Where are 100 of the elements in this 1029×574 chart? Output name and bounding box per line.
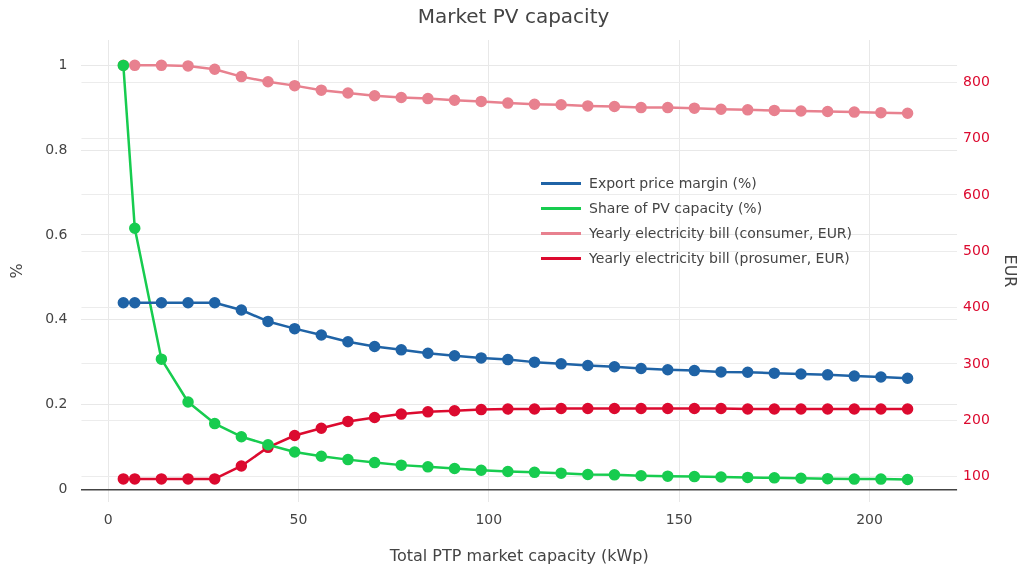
point xyxy=(155,59,168,72)
point xyxy=(662,470,674,482)
x-tick-label: 100 xyxy=(475,511,503,528)
point xyxy=(582,100,594,112)
point xyxy=(315,84,328,96)
point xyxy=(129,59,141,72)
point xyxy=(208,63,221,76)
y2-tick-label: 200 xyxy=(963,410,990,427)
point xyxy=(235,460,248,472)
point xyxy=(901,372,914,384)
point xyxy=(395,91,407,104)
point xyxy=(875,106,887,119)
y2-tick-label: 500 xyxy=(963,241,990,258)
y-tick-label: 0 xyxy=(58,479,68,496)
point xyxy=(688,402,701,415)
point xyxy=(608,100,621,113)
point xyxy=(528,466,541,479)
point xyxy=(768,104,781,117)
point xyxy=(768,367,781,379)
point xyxy=(901,107,914,119)
y-tick-label: 0.8 xyxy=(45,140,68,157)
point xyxy=(502,353,514,366)
point xyxy=(582,359,594,372)
point xyxy=(475,352,487,364)
x-tick-label: 200 xyxy=(856,511,883,528)
point xyxy=(395,408,407,420)
x-tick-label: 150 xyxy=(665,511,693,528)
point xyxy=(741,104,754,116)
point xyxy=(448,462,461,475)
y-tick-label: 0.6 xyxy=(45,225,68,242)
point xyxy=(315,450,328,462)
point xyxy=(795,368,807,380)
point xyxy=(368,340,381,353)
point xyxy=(875,403,887,415)
point xyxy=(208,417,221,430)
point xyxy=(901,473,914,486)
point xyxy=(635,101,647,114)
point xyxy=(448,404,461,417)
point xyxy=(715,366,727,378)
chart-title: Market PV capacity xyxy=(417,4,610,29)
point xyxy=(795,403,807,415)
point xyxy=(741,403,754,415)
point xyxy=(555,358,567,370)
legend-label: Yearly electricity bill (consumer, EUR) xyxy=(589,224,853,243)
point xyxy=(502,403,514,415)
point xyxy=(155,297,168,309)
point xyxy=(741,471,754,484)
point xyxy=(475,403,487,416)
point xyxy=(342,453,354,466)
point xyxy=(688,470,701,483)
point xyxy=(875,473,887,485)
point xyxy=(662,364,674,376)
x-tick-label: 50 xyxy=(289,511,308,528)
point xyxy=(117,297,130,309)
point xyxy=(342,87,354,99)
point xyxy=(262,75,274,88)
point xyxy=(848,403,861,415)
legend-label: Share of PV capacity (%) xyxy=(589,199,763,218)
point xyxy=(117,473,130,485)
point xyxy=(129,473,141,485)
point xyxy=(715,402,727,415)
point xyxy=(235,304,248,316)
point xyxy=(342,336,354,348)
point xyxy=(502,465,514,478)
legend-label: Yearly electricity bill (prosumer, EUR) xyxy=(589,249,850,268)
point xyxy=(475,95,487,108)
point xyxy=(182,473,194,485)
point xyxy=(182,60,194,72)
point xyxy=(795,105,807,117)
point xyxy=(129,222,141,234)
point xyxy=(395,344,407,356)
point xyxy=(528,98,541,110)
point xyxy=(608,402,621,415)
point xyxy=(315,422,328,434)
y2-tick-label: 700 xyxy=(963,129,990,146)
point xyxy=(368,411,381,424)
point xyxy=(582,468,594,481)
y-tick-label: 1 xyxy=(58,56,68,73)
point xyxy=(208,297,221,309)
point xyxy=(129,297,141,309)
point xyxy=(288,79,301,92)
point xyxy=(235,430,248,443)
point xyxy=(821,369,834,381)
point xyxy=(608,361,621,373)
x-axis-title: Total PTP market capacity (kWp) xyxy=(388,545,649,565)
point xyxy=(528,403,541,415)
point xyxy=(555,402,567,415)
point xyxy=(715,103,727,116)
point xyxy=(288,446,301,458)
point xyxy=(422,461,434,473)
point xyxy=(688,364,701,377)
point xyxy=(821,105,834,118)
point xyxy=(422,347,434,359)
point xyxy=(688,102,701,114)
point xyxy=(848,106,861,118)
y2-tick-label: 400 xyxy=(963,298,990,315)
point xyxy=(555,99,567,111)
point xyxy=(368,456,381,469)
point xyxy=(741,366,754,379)
point xyxy=(422,406,434,418)
